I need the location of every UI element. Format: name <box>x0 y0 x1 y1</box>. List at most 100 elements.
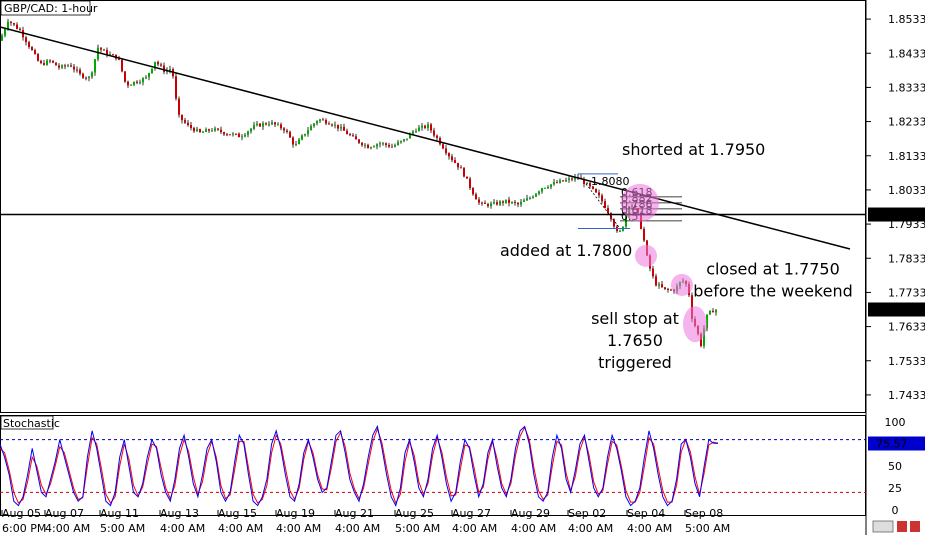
time-hour-label: 6:00 PM <box>2 522 46 535</box>
annotation-text: closed at 1.7750 <box>706 260 840 279</box>
candle-body <box>235 133 237 135</box>
candle-body <box>298 139 300 145</box>
candle-body <box>136 81 138 83</box>
candle-body <box>301 135 303 140</box>
candle-body <box>199 129 201 133</box>
candle-body <box>181 114 183 121</box>
candle-body <box>250 128 252 132</box>
candle-body <box>526 198 528 201</box>
price-tick-label: 1.8333 <box>888 81 925 94</box>
candle-body <box>454 160 456 163</box>
candle-body <box>217 128 219 130</box>
candle-body <box>214 128 216 131</box>
candle-body <box>460 167 462 169</box>
candle-body <box>670 289 672 291</box>
candle-body <box>337 124 339 129</box>
stochastic-tick-label: 0 <box>892 504 899 517</box>
candle-body <box>514 201 516 203</box>
candle-body <box>472 187 474 195</box>
candle-body <box>499 201 501 205</box>
candle-body <box>604 201 606 208</box>
candle-body <box>127 81 129 86</box>
candle-body <box>325 119 327 124</box>
time-date-label: Aug 07 <box>45 507 84 520</box>
candle-body <box>667 288 669 290</box>
candle-body <box>613 219 615 227</box>
time-date-label: Aug 13 <box>160 507 199 520</box>
candle-body <box>592 186 594 189</box>
candle-body <box>55 62 57 66</box>
last-price-label: 1.7683 <box>890 304 925 317</box>
candle-body <box>82 73 84 78</box>
candle-body <box>709 310 711 315</box>
candle-body <box>37 53 39 61</box>
candle-body <box>364 144 366 146</box>
candle-body <box>13 23 15 25</box>
candle-body <box>712 310 714 313</box>
candle-body <box>94 59 96 73</box>
candle-body <box>196 129 198 132</box>
candle-body <box>7 21 9 29</box>
time-date-label: Aug 25 <box>395 507 434 520</box>
candle-body <box>133 81 135 85</box>
time-hour-label: 5:00 AM <box>395 522 440 535</box>
candle-body <box>220 129 222 133</box>
candle-body <box>46 60 48 65</box>
scroll-icon[interactable] <box>872 520 894 533</box>
candle-body <box>523 200 525 202</box>
time-hour-label: 4:00 AM <box>452 522 497 535</box>
candle-body <box>586 182 588 185</box>
candle-body <box>430 124 432 131</box>
highlight-circle <box>621 183 659 222</box>
candle-body <box>331 124 333 126</box>
expand-chart-icon[interactable] <box>910 521 920 532</box>
stochastic-d-line <box>0 426 719 505</box>
time-date-label: Aug 27 <box>452 507 491 520</box>
candle-body <box>274 122 276 125</box>
candle-body <box>469 178 471 188</box>
candle-body <box>481 202 483 204</box>
candle-body <box>475 194 477 200</box>
candle-body <box>652 268 654 277</box>
time-hour-label: 4:00 AM <box>627 522 672 535</box>
chart-title-box <box>0 0 91 16</box>
candlestick-series <box>1 18 717 349</box>
price-tick-label: 1.7433 <box>888 389 925 402</box>
candle-body <box>157 61 159 65</box>
price-tick-label: 1.8533 <box>888 13 925 26</box>
annotation-text: before the weekend <box>693 282 853 301</box>
candle-body <box>562 180 564 182</box>
candle-body <box>532 196 534 198</box>
candle-body <box>478 199 480 203</box>
candle-body <box>412 131 414 134</box>
candle-body <box>70 65 72 67</box>
stochastic-axis-ticks: 1007550250 <box>885 416 906 517</box>
price-tick-label: 1.7633 <box>888 321 925 334</box>
candle-body <box>76 69 78 71</box>
candle-body <box>595 188 597 193</box>
candle-body <box>439 137 441 145</box>
close-chart-icon[interactable] <box>897 521 907 532</box>
candle-body <box>64 65 66 67</box>
candle-body <box>415 131 417 133</box>
candle-body <box>169 69 171 71</box>
candle-body <box>118 58 120 60</box>
time-hour-label: 4:00 AM <box>160 522 205 535</box>
candle-body <box>550 184 552 188</box>
candle-body <box>151 68 153 74</box>
candle-body <box>247 131 249 135</box>
candle-body <box>277 124 279 126</box>
price-tick-label: 1.7833 <box>888 252 925 265</box>
candle-body <box>442 144 444 149</box>
stochastic-k-line <box>0 424 719 507</box>
candle-body <box>529 197 531 199</box>
candle-body <box>601 195 603 202</box>
candle-body <box>406 138 408 140</box>
stochastic-tick-label: 50 <box>888 460 902 473</box>
candle-body <box>706 314 708 329</box>
fib-diagonal <box>585 183 621 229</box>
time-date-label: Aug 15 <box>218 507 257 520</box>
time-hour-label: 4:00 AM <box>45 522 90 535</box>
candle-body <box>571 178 573 180</box>
candle-body <box>160 64 162 66</box>
